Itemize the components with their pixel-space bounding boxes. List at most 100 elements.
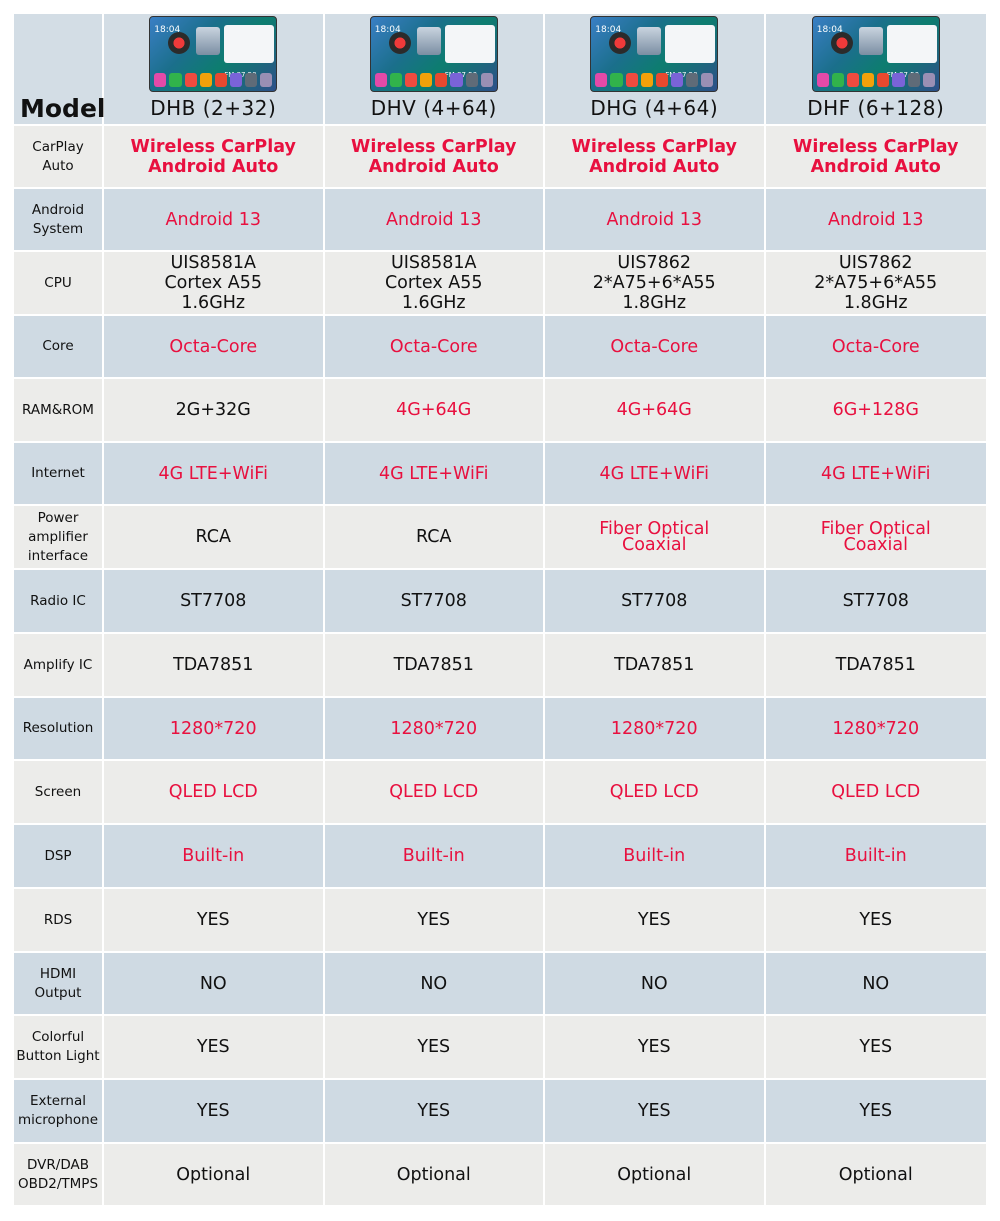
head-unit-screen-thumbnail: 18:04FM 87.50	[590, 16, 719, 92]
spec-label: Android System	[14, 189, 104, 250]
spec-value: Fiber Optical Coaxial	[545, 506, 766, 568]
spec-label: CPU	[14, 252, 104, 314]
app-icon	[389, 73, 402, 87]
spec-label: RAM&ROM	[14, 379, 104, 441]
app-icon	[435, 73, 448, 87]
spec-value: YES	[104, 889, 325, 951]
spec-label: Internet	[14, 443, 104, 504]
spec-value: YES	[325, 889, 545, 951]
app-icon	[816, 73, 829, 87]
spec-value: Android 13	[545, 189, 766, 250]
app-icon	[847, 73, 860, 87]
app-icon	[862, 73, 875, 87]
screen-clock: 18:04	[595, 25, 622, 35]
app-panel	[665, 25, 716, 63]
spec-value: UIS7862 2*A75+6*A55 1.8GHz	[814, 253, 938, 313]
spec-label: Screen	[14, 761, 104, 823]
spec-value: 1280*720	[104, 698, 325, 759]
spec-value: ST7708	[842, 591, 909, 611]
spec-value: NO	[325, 953, 545, 1014]
app-icon	[640, 73, 653, 87]
spec-label: CarPlay Auto	[14, 126, 104, 187]
model-column-header: 18:04FM 87.50 DHB (2+32)	[104, 14, 325, 124]
app-dock	[374, 73, 493, 87]
spec-value: Octa-Core	[831, 336, 920, 357]
spec-value: 4G LTE+WiFi	[545, 443, 766, 504]
app-icon	[405, 73, 418, 87]
spec-row: DVR/DAB OBD2/TMPS Optional Optional Optiona…	[14, 1144, 986, 1207]
spec-row: HDMI Output NO NO NO NO	[14, 953, 986, 1016]
spec-value: UIS8581A Cortex A55 1.6GHz	[325, 252, 545, 314]
spec-label: Core	[14, 316, 104, 377]
app-icon	[610, 73, 623, 87]
spec-value: Wireless CarPlay Android Auto	[793, 136, 959, 177]
spec-label: Resolution	[14, 698, 104, 759]
app-dock	[154, 73, 273, 87]
model-header-label: Model	[14, 14, 105, 124]
navigation-map-icon	[637, 27, 662, 55]
spec-value: Fiber Optical Coaxial	[820, 519, 931, 555]
spec-value: QLED LCD	[545, 761, 766, 823]
spec-value: RCA	[325, 506, 545, 568]
app-icon	[670, 73, 683, 87]
music-disc-icon	[609, 32, 632, 54]
spec-value: 6G+128G	[832, 400, 919, 420]
app-icon	[831, 73, 844, 87]
spec-label: DSP	[14, 825, 104, 887]
spec-value: Optional	[104, 1144, 325, 1205]
app-icon	[686, 73, 699, 87]
spec-value: 2G+32G	[104, 379, 325, 441]
spec-row: DSP Built-in Built-in Built-in Built-in	[14, 825, 986, 889]
spec-row: Core Octa-Core Octa-Core Octa-Core Octa-Core	[14, 316, 986, 379]
music-disc-icon	[830, 32, 853, 54]
head-unit-screen-thumbnail: 18:04FM 87.50	[369, 16, 498, 92]
spec-value: TDA7851	[545, 634, 766, 696]
spec-row: Screen QLED LCD QLED LCD QLED LCD QLED LCD	[14, 761, 986, 825]
screen-clock: 18:04	[816, 25, 843, 35]
spec-value: ST7708	[325, 570, 545, 632]
spec-value: YES	[545, 1016, 766, 1078]
app-panel	[224, 25, 275, 63]
spec-value: Octa-Core	[545, 316, 766, 377]
app-icon	[480, 73, 493, 87]
spec-value: Built-in	[545, 825, 766, 887]
spec-label: Radio IC	[14, 570, 104, 632]
model-column-header: 18:04FM 87.50 DHG (4+64)	[545, 14, 766, 124]
spec-row: Android System Android 13 Android 13 Androi…	[14, 189, 986, 252]
spec-value: Optional	[545, 1144, 766, 1205]
spec-value: YES	[104, 1016, 325, 1078]
music-disc-icon	[388, 32, 411, 54]
navigation-map-icon	[416, 27, 441, 55]
spec-value: 1280*720	[832, 718, 920, 739]
spec-value: 4G LTE+WiFi	[104, 443, 325, 504]
model-name: DHF (6+128)	[807, 96, 945, 120]
spec-value: RCA	[104, 506, 325, 568]
spec-row: Amplify IC TDA7851 TDA7851 TDA7851 TDA7851	[14, 634, 986, 698]
app-icon	[169, 73, 182, 87]
spec-value: Optional	[325, 1144, 545, 1205]
app-icon	[420, 73, 433, 87]
app-icon	[655, 73, 668, 87]
spec-value: Built-in	[325, 825, 545, 887]
app-icon	[450, 73, 463, 87]
spec-comparison-table: Model 18:04FM 87.50DHB (2+32) 18:04FM 87.…	[14, 14, 986, 1207]
spec-row: Power amplifier interface RCA RCA Fiber Opt…	[14, 506, 986, 570]
app-dock	[595, 73, 714, 87]
app-icon	[701, 73, 714, 87]
spec-value: ST7708	[104, 570, 325, 632]
spec-row: CPU UIS8581A Cortex A55 1.6GHz UIS8581A Co…	[14, 252, 986, 316]
spec-label: Power amplifier interface	[14, 506, 104, 568]
spec-value: 4G LTE+WiFi	[821, 463, 931, 484]
spec-value: YES	[859, 1101, 893, 1121]
spec-label: Amplify IC	[14, 634, 104, 696]
app-icon	[907, 73, 920, 87]
app-icon	[229, 73, 242, 87]
app-icon	[465, 73, 478, 87]
app-icon	[625, 73, 638, 87]
navigation-map-icon	[858, 27, 883, 55]
music-disc-icon	[168, 32, 191, 54]
spec-value: Wireless CarPlay Android Auto	[104, 126, 325, 187]
screen-clock: 18:04	[374, 25, 401, 35]
model-name: DHG (4+64)	[590, 96, 719, 120]
spec-row: External microphone YES YES YES YES	[14, 1080, 986, 1144]
